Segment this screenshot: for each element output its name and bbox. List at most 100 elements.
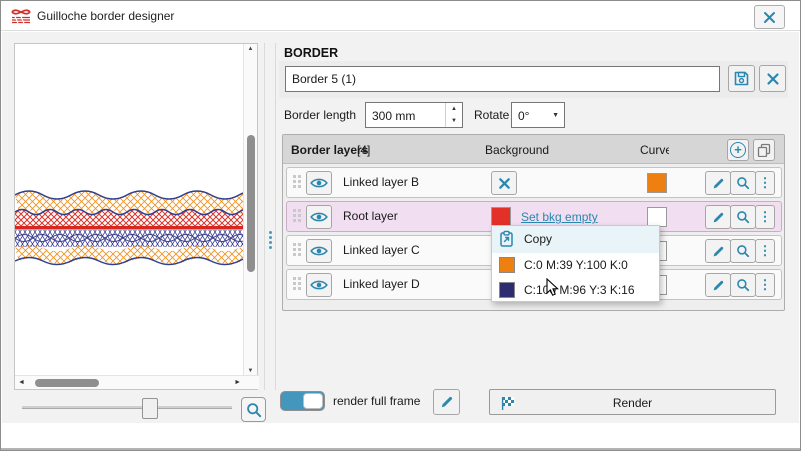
zoom-slider-thumb[interactable] [142, 398, 158, 419]
ellipsis-vertical-icon: ⋮ [758, 175, 772, 190]
save-icon [734, 71, 749, 86]
eye-icon [310, 246, 328, 256]
guilloche-pattern [15, 184, 243, 266]
pencil-icon [713, 212, 723, 222]
rotate-value: 0° [518, 109, 530, 123]
preview-horizontal-scrollbar[interactable]: ◄ ► [15, 375, 259, 389]
background-color-swatch[interactable] [491, 207, 511, 227]
rotate-dropdown[interactable]: 0° ▼ [511, 102, 565, 128]
inspect-layer-button[interactable] [730, 171, 756, 195]
layer-name-label: Linked layer B [343, 175, 420, 189]
visibility-toggle-button[interactable] [306, 205, 332, 229]
layer-more-button[interactable]: ⋮ [755, 205, 775, 229]
x-icon [498, 177, 510, 189]
drag-handle-icon[interactable] [293, 209, 301, 222]
copy-paste-icon [500, 230, 513, 247]
layers-header-title: Border layers [291, 143, 369, 157]
ellipsis-vertical-icon: ⋮ [758, 209, 772, 224]
edit-layer-button[interactable] [705, 171, 731, 195]
layer-row-linked-layer-c[interactable]: Linked layer C [286, 235, 782, 266]
scroll-right-icon[interactable]: ► [234, 379, 241, 386]
pencil-icon [713, 280, 723, 290]
magnifier-icon [737, 177, 750, 190]
scroll-down-icon[interactable]: ▼ [247, 368, 254, 374]
spin-up-icon[interactable]: ▲ [451, 106, 457, 112]
layer-more-button[interactable]: ⋮ [755, 273, 775, 297]
background-context-menu: Copy C:0 M:39 Y:100 K:0 C:100 M:96 Y:3 K… [491, 225, 660, 302]
menu-item-copy[interactable]: Copy [492, 226, 659, 253]
ellipsis-vertical-icon: ⋮ [758, 277, 772, 292]
set-bkg-empty-link[interactable]: Set bkg empty [521, 210, 598, 224]
border-name-input[interactable] [285, 66, 720, 92]
visibility-toggle-button[interactable] [306, 273, 332, 297]
zoom-slider-track[interactable] [22, 406, 232, 409]
inspect-layer-button[interactable] [730, 205, 756, 229]
mouse-cursor [546, 278, 559, 296]
clear-background-button[interactable] [491, 171, 517, 195]
window-close-button[interactable] [754, 5, 785, 29]
copy-icon [757, 143, 771, 157]
menu-item-label: Copy [524, 232, 553, 246]
window-footer [2, 423, 800, 448]
edit-layer-button[interactable] [705, 205, 731, 229]
drag-handle-icon[interactable] [293, 243, 301, 256]
menu-item-orange-color[interactable]: C:0 M:39 Y:100 K:0 [492, 253, 659, 278]
layer-row-linked-layer-b[interactable]: Linked layer B [286, 167, 782, 198]
scroll-left-icon[interactable]: ◄ [18, 379, 25, 386]
splitter-grip-icon [269, 231, 272, 249]
visibility-toggle-button[interactable] [306, 171, 332, 195]
visibility-toggle-button[interactable] [306, 239, 332, 263]
inspect-layer-button[interactable] [730, 273, 756, 297]
add-layer-button[interactable]: + [727, 139, 749, 161]
render-button-label: Render [612, 396, 653, 410]
toggle-thumb[interactable] [303, 393, 323, 409]
layers-table-header: Border layers [4] Background Curves + [283, 135, 784, 164]
zoom-fit-button[interactable] [241, 397, 266, 422]
border-preview-panel[interactable]: ▲ ▼ ◄ ► [14, 43, 259, 390]
orange-color-swatch [499, 257, 515, 273]
render-full-frame-label: render full frame [333, 394, 421, 408]
pencil-icon [713, 178, 723, 188]
curves-color-swatch[interactable] [647, 207, 667, 227]
inspect-layer-button[interactable] [730, 239, 756, 263]
menu-item-navy-color[interactable]: C:100 M:96 Y:3 K:16 [492, 278, 659, 303]
layer-name-label: Root layer [343, 209, 398, 223]
vertical-scroll-thumb[interactable] [247, 135, 255, 272]
border-layers-table: Border layers [4] Background Curves + [282, 134, 785, 311]
drag-handle-icon[interactable] [293, 277, 301, 290]
border-length-spinner[interactable]: 300 mm ▲ ▼ [365, 102, 463, 128]
window-title: Guilloche border designer [37, 9, 175, 23]
background-column-header: Background [485, 143, 550, 157]
eye-icon [310, 212, 328, 222]
spinner-arrows[interactable]: ▲ ▼ [445, 103, 462, 127]
edit-layer-button[interactable] [705, 239, 731, 263]
app-guilloche-icon [11, 9, 31, 24]
horizontal-scroll-thumb[interactable] [35, 379, 99, 387]
render-button[interactable]: Render [489, 389, 776, 415]
checkered-flag-icon [501, 397, 514, 410]
chevron-down-icon: ▼ [552, 112, 559, 119]
duplicate-layer-button[interactable] [753, 139, 775, 161]
drag-handle-icon[interactable] [293, 175, 301, 188]
layer-name-label: Linked layer D [343, 277, 420, 291]
edit-layer-button[interactable] [705, 273, 731, 297]
preview-vertical-scrollbar[interactable]: ▲ ▼ [243, 44, 257, 376]
layer-name-label: Linked layer C [343, 243, 420, 257]
pencil-icon [713, 246, 723, 256]
save-border-button[interactable] [728, 65, 755, 92]
curves-color-swatch[interactable] [647, 173, 667, 193]
scroll-up-icon[interactable]: ▲ [247, 46, 254, 52]
close-icon [764, 11, 775, 23]
border-section-header: BORDER [284, 46, 339, 60]
panel-splitter[interactable] [264, 43, 276, 390]
render-full-frame-toggle[interactable] [280, 391, 325, 411]
layer-more-button[interactable]: ⋮ [755, 171, 775, 195]
delete-border-button[interactable] [759, 65, 786, 92]
border-name-band [279, 61, 788, 98]
pencil-icon [441, 396, 452, 408]
layer-more-button[interactable]: ⋮ [755, 239, 775, 263]
plus-circle-icon: + [730, 142, 746, 158]
edit-frame-button[interactable] [433, 389, 460, 415]
spin-down-icon[interactable]: ▼ [451, 118, 457, 124]
